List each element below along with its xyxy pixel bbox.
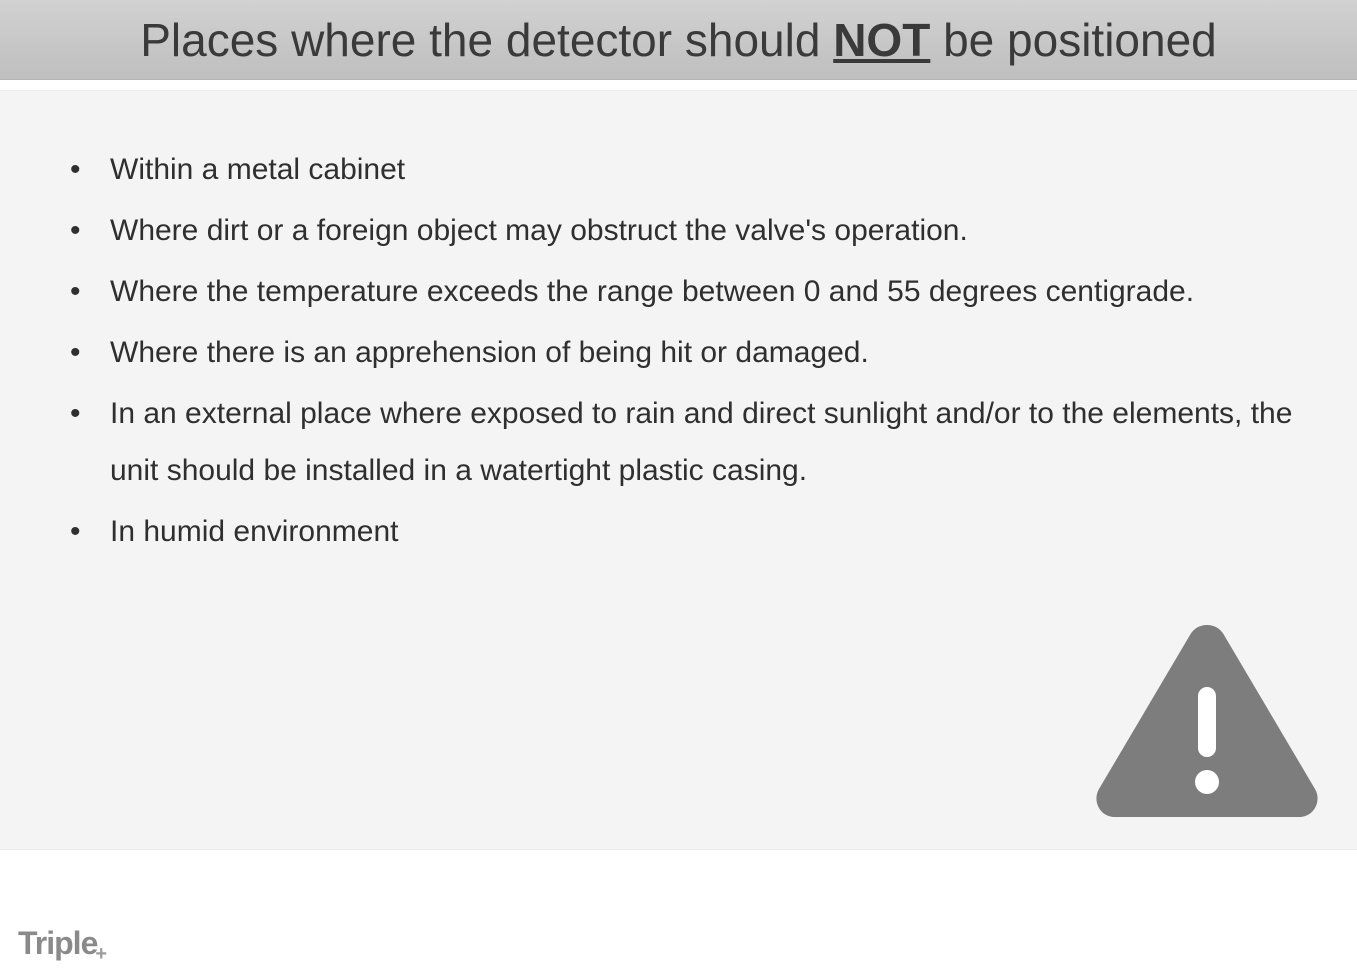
bullet-text: Where there is an apprehension of being … [110, 336, 869, 369]
list-item: In humid environment [60, 503, 1297, 560]
bullet-text: In an external place where exposed to ra… [110, 397, 1292, 487]
slide-title: Places where the detector should NOT be … [140, 13, 1217, 67]
title-suffix: be positioned [930, 14, 1216, 66]
list-item: Within a metal cabinet [60, 141, 1297, 198]
list-item: Where the temperature exceeds the range … [60, 263, 1297, 320]
brand-plus-icon: + [95, 943, 106, 965]
title-emphasis: NOT [833, 14, 930, 66]
list-item: Where dirt or a foreign object may obstr… [60, 202, 1297, 259]
warning-icon [1092, 619, 1322, 819]
band-gap [0, 80, 1357, 90]
title-band: Places where the detector should NOT be … [0, 0, 1357, 80]
content-area: Within a metal cabinet Where dirt or a f… [0, 90, 1357, 850]
slide-page: Places where the detector should NOT be … [0, 0, 1357, 976]
bullet-text: Where the temperature exceeds the range … [110, 275, 1194, 308]
list-item: Where there is an apprehension of being … [60, 324, 1297, 381]
bullet-list: Within a metal cabinet Where dirt or a f… [60, 141, 1297, 560]
title-prefix: Places where the detector should [140, 14, 833, 66]
bullet-text: Within a metal cabinet [110, 153, 405, 186]
list-item: In an external place where exposed to ra… [60, 385, 1297, 499]
brand-text: Triple [18, 925, 97, 961]
bullet-text: In humid environment [110, 515, 399, 548]
brand-logo: Triple+ [18, 925, 108, 962]
bullet-text: Where dirt or a foreign object may obstr… [110, 214, 968, 247]
